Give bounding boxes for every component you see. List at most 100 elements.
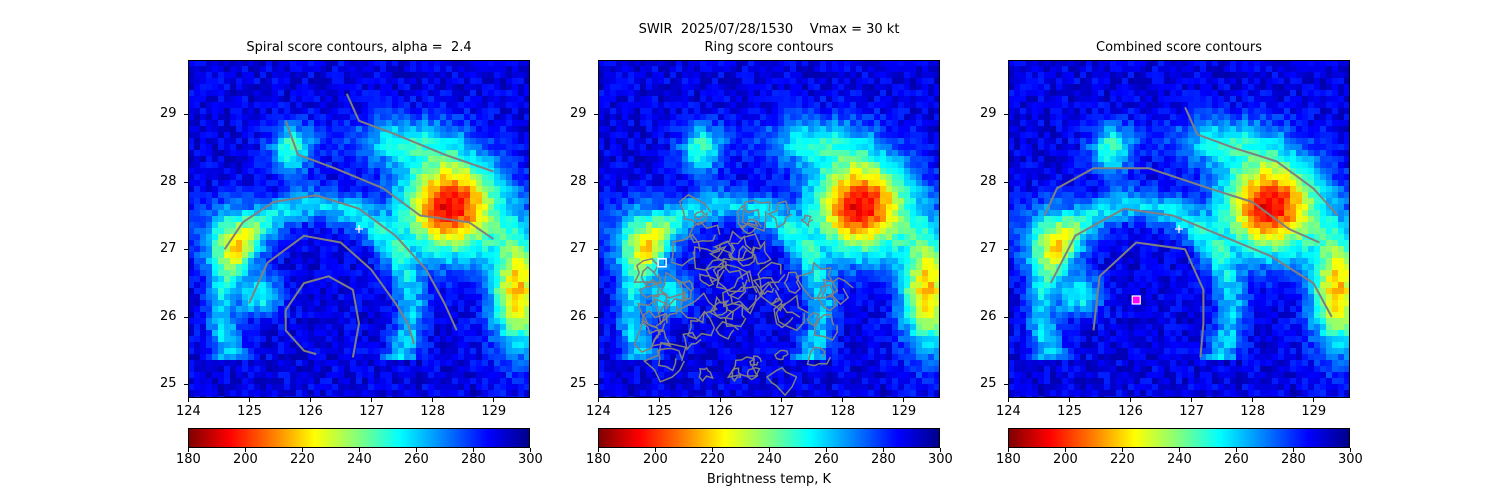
colorbar-tick-label: 300: [928, 452, 953, 467]
ring-contour: [736, 204, 761, 230]
ring-contour: [693, 209, 707, 220]
score-contour: [223, 194, 458, 331]
panel-title-combined: Combined score contours: [1096, 40, 1262, 55]
colorbar-tick-mark: [1122, 448, 1123, 452]
x-tick-label: 125: [1057, 404, 1082, 419]
heatmap-ring: [598, 60, 940, 398]
colorbar-tick-mark: [1236, 448, 1237, 452]
ring-contour: [682, 331, 702, 351]
y-tick-mark: [1004, 181, 1008, 183]
center-plus-marker: [1175, 225, 1183, 233]
plot-area-spiral: [188, 60, 530, 398]
ring-contour: [678, 193, 712, 226]
x-tick-mark: [659, 398, 661, 402]
x-tick-label: 124: [586, 404, 611, 419]
colorbar-tick-mark: [655, 448, 656, 452]
colorbar-tick-label: 220: [290, 452, 315, 467]
colorbar-tick-mark: [416, 448, 417, 452]
ring-contour: [813, 313, 838, 342]
x-tick-label: 124: [176, 404, 201, 419]
score-contour: [1043, 167, 1320, 244]
y-tick-label: 26: [570, 308, 587, 324]
heatmap-combined: [1008, 60, 1350, 398]
ring-contour: [806, 312, 820, 327]
x-tick-label: 129: [1301, 404, 1327, 419]
y-tick-mark: [184, 181, 188, 183]
ring-contour: [717, 263, 751, 300]
ring-contour: [750, 239, 772, 265]
heatmap-cells: [188, 60, 530, 398]
center-plus-marker: [355, 225, 363, 233]
colorbar-tick-mark: [1179, 448, 1180, 452]
y-tick-label: 25: [980, 376, 997, 392]
ring-contour: [765, 366, 798, 397]
colorbar-tick-mark: [1293, 448, 1294, 452]
plot-area-combined: [1008, 60, 1350, 398]
colorbar-tick-label: 240: [347, 452, 372, 467]
x-tick-mark: [493, 398, 495, 402]
y-tick-mark: [184, 114, 188, 116]
colorbar-tick-label: 240: [1167, 452, 1192, 467]
colorbar-tick-mark: [302, 448, 303, 452]
y-tick-label: 27: [570, 241, 587, 257]
y-tick-label: 27: [160, 241, 177, 257]
colorbar-tick-mark: [940, 448, 941, 452]
y-tick-label: 27: [980, 241, 997, 257]
ring-contour: [759, 281, 775, 295]
x-tick-mark: [1252, 398, 1254, 402]
y-tick-label: 25: [160, 376, 177, 392]
x-tick-label: 129: [481, 404, 507, 419]
y-tick-mark: [1004, 249, 1008, 251]
score-contour: [284, 120, 494, 240]
x-tick-label: 128: [1240, 404, 1266, 419]
y-tick-mark: [594, 384, 598, 386]
x-tick-mark: [1008, 398, 1009, 402]
x-tick-label: 126: [708, 404, 733, 419]
colorbar-tick-label: 200: [643, 452, 668, 467]
ring-contour: [698, 367, 714, 382]
ring-contour: [773, 349, 789, 361]
y-tick-label: 26: [160, 308, 177, 324]
ring-contour: [724, 302, 747, 328]
score-contour: [1092, 241, 1205, 358]
y-tick-mark: [184, 316, 188, 318]
colorbar-tick-mark: [359, 448, 360, 452]
colorbar-spiral: [188, 428, 530, 448]
x-tick-mark: [598, 398, 599, 402]
ring-contour: [726, 356, 759, 379]
y-tick-label: 29: [980, 106, 997, 122]
x-tick-mark: [781, 398, 783, 402]
x-tick-mark: [249, 398, 251, 402]
y-tick-mark: [1004, 114, 1008, 116]
colorbar-ring: [598, 428, 940, 448]
y-tick-mark: [594, 114, 598, 116]
x-tick-label: 127: [1179, 404, 1205, 419]
y-tick-label: 28: [570, 173, 587, 189]
ring-contour: [731, 367, 742, 383]
x-tick-mark: [371, 398, 373, 402]
score-contour: [1184, 106, 1339, 217]
ring-contour: [722, 269, 765, 311]
colorbar-tick-mark: [1008, 448, 1009, 452]
ring-contour: [688, 220, 721, 244]
ring-contour: [712, 230, 762, 262]
panel-title-spiral: Spiral score contours, alpha = 2.4: [246, 40, 472, 55]
colorbar-tick-label: 300: [518, 452, 543, 467]
y-tick-label: 25: [570, 376, 587, 392]
colorbar-tick-mark: [245, 448, 246, 452]
colorbar-tick-mark: [826, 448, 827, 452]
colorbar-tick-mark: [1065, 448, 1066, 452]
y-tick-mark: [184, 249, 188, 251]
ring-contour: [766, 200, 793, 229]
colorbar-tick-mark: [883, 448, 884, 452]
ring-contour: [708, 240, 734, 262]
ring-contour: [659, 271, 692, 312]
ring-contour: [677, 292, 718, 324]
colorbar-tick-mark: [769, 448, 770, 452]
colorbar-tick-label: 280: [871, 452, 896, 467]
y-tick-label: 29: [160, 106, 177, 122]
colorbar-tick-mark: [188, 448, 189, 452]
x-tick-label: 125: [237, 404, 262, 419]
x-tick-mark: [1130, 398, 1132, 402]
ring-contour: [633, 257, 663, 285]
